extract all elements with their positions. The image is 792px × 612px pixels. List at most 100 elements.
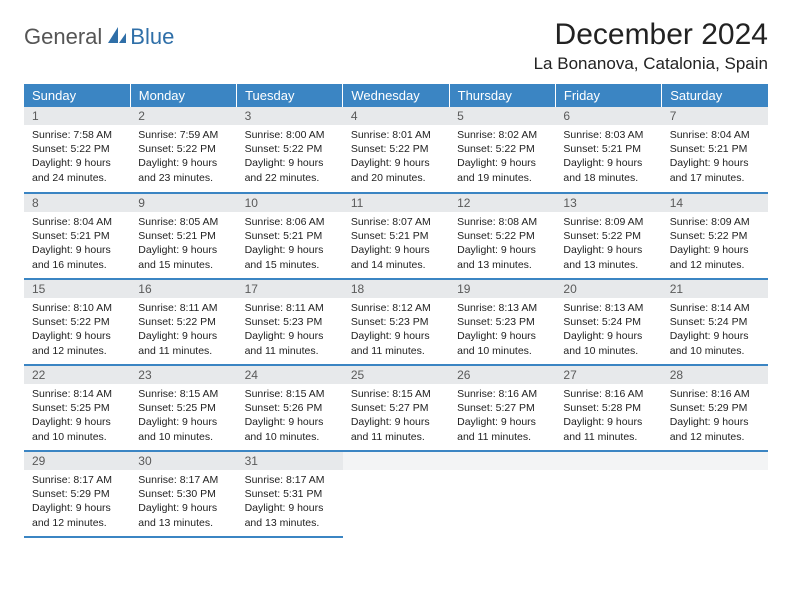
daylight-text-1: Daylight: 9 hours [670, 329, 760, 343]
day-number: 19 [449, 280, 555, 298]
daylight-text-1: Daylight: 9 hours [457, 243, 547, 257]
daylight-text-2: and 12 minutes. [32, 344, 122, 358]
sunset-text: Sunset: 5:24 PM [563, 315, 653, 329]
sunrise-text: Sunrise: 7:59 AM [138, 128, 228, 142]
daylight-text-1: Daylight: 9 hours [32, 243, 122, 257]
calendar-cell: 30Sunrise: 8:17 AMSunset: 5:30 PMDayligh… [130, 451, 236, 537]
daylight-text-1: Daylight: 9 hours [245, 329, 335, 343]
calendar-cell: 16Sunrise: 8:11 AMSunset: 5:22 PMDayligh… [130, 279, 236, 365]
day-body: Sunrise: 8:08 AMSunset: 5:22 PMDaylight:… [449, 212, 555, 278]
calendar-cell: 14Sunrise: 8:09 AMSunset: 5:22 PMDayligh… [662, 193, 768, 279]
location-label: La Bonanova, Catalonia, Spain [534, 54, 768, 74]
daylight-text-2: and 11 minutes. [563, 430, 653, 444]
day-number: 3 [237, 107, 343, 125]
daylight-text-1: Daylight: 9 hours [32, 329, 122, 343]
sunset-text: Sunset: 5:22 PM [245, 142, 335, 156]
daylight-text-2: and 12 minutes. [670, 258, 760, 272]
sunset-text: Sunset: 5:29 PM [670, 401, 760, 415]
calendar-cell: 10Sunrise: 8:06 AMSunset: 5:21 PMDayligh… [237, 193, 343, 279]
calendar-cell: 21Sunrise: 8:14 AMSunset: 5:24 PMDayligh… [662, 279, 768, 365]
daylight-text-1: Daylight: 9 hours [670, 243, 760, 257]
sunset-text: Sunset: 5:25 PM [32, 401, 122, 415]
day-body: Sunrise: 8:09 AMSunset: 5:22 PMDaylight:… [555, 212, 661, 278]
sunrise-text: Sunrise: 8:13 AM [457, 301, 547, 315]
calendar-cell: 17Sunrise: 8:11 AMSunset: 5:23 PMDayligh… [237, 279, 343, 365]
day-number: 15 [24, 280, 130, 298]
day-body: Sunrise: 8:17 AMSunset: 5:31 PMDaylight:… [237, 470, 343, 536]
calendar-row: 1Sunrise: 7:58 AMSunset: 5:22 PMDaylight… [24, 107, 768, 193]
daylight-text-2: and 13 minutes. [245, 516, 335, 530]
day-body: Sunrise: 8:15 AMSunset: 5:25 PMDaylight:… [130, 384, 236, 450]
calendar-cell: 8Sunrise: 8:04 AMSunset: 5:21 PMDaylight… [24, 193, 130, 279]
day-body: Sunrise: 8:00 AMSunset: 5:22 PMDaylight:… [237, 125, 343, 191]
sunset-text: Sunset: 5:22 PM [670, 229, 760, 243]
daylight-text-1: Daylight: 9 hours [138, 329, 228, 343]
daylight-text-2: and 10 minutes. [245, 430, 335, 444]
daylight-text-1: Daylight: 9 hours [32, 156, 122, 170]
calendar-cell: 22Sunrise: 8:14 AMSunset: 5:25 PMDayligh… [24, 365, 130, 451]
day-number: 18 [343, 280, 449, 298]
sunrise-text: Sunrise: 8:15 AM [351, 387, 441, 401]
calendar-cell: 28Sunrise: 8:16 AMSunset: 5:29 PMDayligh… [662, 365, 768, 451]
calendar-cell: 26Sunrise: 8:16 AMSunset: 5:27 PMDayligh… [449, 365, 555, 451]
sunset-text: Sunset: 5:22 PM [32, 315, 122, 329]
day-body: Sunrise: 8:05 AMSunset: 5:21 PMDaylight:… [130, 212, 236, 278]
sunrise-text: Sunrise: 8:04 AM [32, 215, 122, 229]
daylight-text-1: Daylight: 9 hours [245, 243, 335, 257]
sunset-text: Sunset: 5:22 PM [563, 229, 653, 243]
weekday-header: Sunday [24, 84, 130, 107]
daylight-text-2: and 11 minutes. [138, 344, 228, 358]
day-body: Sunrise: 8:11 AMSunset: 5:22 PMDaylight:… [130, 298, 236, 364]
day-number: 9 [130, 194, 236, 212]
daylight-text-2: and 11 minutes. [351, 344, 441, 358]
day-body: Sunrise: 8:09 AMSunset: 5:22 PMDaylight:… [662, 212, 768, 278]
sunrise-text: Sunrise: 8:02 AM [457, 128, 547, 142]
sunset-text: Sunset: 5:30 PM [138, 487, 228, 501]
daylight-text-1: Daylight: 9 hours [351, 415, 441, 429]
day-body: Sunrise: 8:12 AMSunset: 5:23 PMDaylight:… [343, 298, 449, 364]
day-number-empty [343, 452, 449, 470]
daylight-text-2: and 15 minutes. [138, 258, 228, 272]
daylight-text-2: and 20 minutes. [351, 171, 441, 185]
daylight-text-2: and 22 minutes. [245, 171, 335, 185]
sunrise-text: Sunrise: 8:03 AM [563, 128, 653, 142]
weekday-header: Tuesday [237, 84, 343, 107]
day-number: 22 [24, 366, 130, 384]
day-body: Sunrise: 8:01 AMSunset: 5:22 PMDaylight:… [343, 125, 449, 191]
sunset-text: Sunset: 5:22 PM [457, 229, 547, 243]
day-number: 2 [130, 107, 236, 125]
daylight-text-2: and 12 minutes. [32, 516, 122, 530]
day-number: 21 [662, 280, 768, 298]
day-body: Sunrise: 8:16 AMSunset: 5:27 PMDaylight:… [449, 384, 555, 450]
calendar-cell: 12Sunrise: 8:08 AMSunset: 5:22 PMDayligh… [449, 193, 555, 279]
sunrise-text: Sunrise: 8:07 AM [351, 215, 441, 229]
daylight-text-1: Daylight: 9 hours [138, 243, 228, 257]
sunset-text: Sunset: 5:27 PM [457, 401, 547, 415]
calendar-cell [343, 451, 449, 537]
daylight-text-1: Daylight: 9 hours [670, 156, 760, 170]
calendar-cell: 9Sunrise: 8:05 AMSunset: 5:21 PMDaylight… [130, 193, 236, 279]
daylight-text-2: and 10 minutes. [138, 430, 228, 444]
day-number-empty [662, 452, 768, 470]
sunset-text: Sunset: 5:25 PM [138, 401, 228, 415]
daylight-text-1: Daylight: 9 hours [563, 156, 653, 170]
calendar-cell: 15Sunrise: 8:10 AMSunset: 5:22 PMDayligh… [24, 279, 130, 365]
day-number: 26 [449, 366, 555, 384]
calendar-row: 15Sunrise: 8:10 AMSunset: 5:22 PMDayligh… [24, 279, 768, 365]
day-number: 17 [237, 280, 343, 298]
day-number: 11 [343, 194, 449, 212]
daylight-text-2: and 14 minutes. [351, 258, 441, 272]
day-number: 30 [130, 452, 236, 470]
sunset-text: Sunset: 5:29 PM [32, 487, 122, 501]
weekday-header-row: Sunday Monday Tuesday Wednesday Thursday… [24, 84, 768, 107]
weekday-header: Thursday [449, 84, 555, 107]
daylight-text-1: Daylight: 9 hours [351, 156, 441, 170]
sunset-text: Sunset: 5:22 PM [138, 315, 228, 329]
day-body: Sunrise: 8:14 AMSunset: 5:24 PMDaylight:… [662, 298, 768, 364]
daylight-text-1: Daylight: 9 hours [563, 415, 653, 429]
calendar-cell: 5Sunrise: 8:02 AMSunset: 5:22 PMDaylight… [449, 107, 555, 193]
daylight-text-2: and 13 minutes. [138, 516, 228, 530]
calendar-cell: 7Sunrise: 8:04 AMSunset: 5:21 PMDaylight… [662, 107, 768, 193]
page-title: December 2024 [534, 18, 768, 52]
sunrise-text: Sunrise: 8:09 AM [563, 215, 653, 229]
